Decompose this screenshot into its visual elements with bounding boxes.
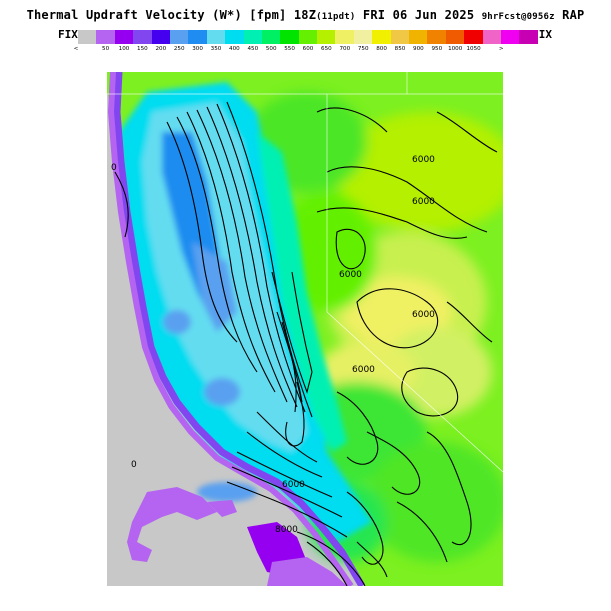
color-swatch (409, 30, 428, 44)
color-swatch (372, 30, 391, 44)
color-swatch (280, 30, 299, 44)
color-scale-bar (78, 30, 538, 44)
scale-tick-label: 200 (155, 46, 167, 52)
color-swatch (78, 30, 97, 44)
scale-tick-label: > (498, 46, 504, 52)
contour-label: 6000 (282, 480, 305, 490)
scale-tick-label: 1000 (448, 46, 463, 52)
scale-tick-label: 100 (118, 46, 130, 52)
color-swatch (427, 30, 446, 44)
fix-label-left: FIX (58, 28, 78, 41)
color-swatch (335, 30, 354, 44)
scale-tick-label: 900 (413, 46, 424, 52)
contour-label: 0 (111, 163, 117, 173)
scale-tick-label: 350 (210, 46, 222, 52)
color-swatch (151, 30, 170, 44)
color-swatch (519, 30, 538, 44)
color-swatch (133, 30, 152, 44)
height-contours (114, 101, 498, 586)
contour-label: 6000 (352, 365, 375, 375)
title-model: RAP (554, 8, 585, 22)
color-swatch (317, 30, 336, 44)
scale-tick-label: 50 (102, 46, 110, 52)
contour-label: 8000 (275, 525, 298, 535)
scale-tick-label: 700 (339, 46, 351, 52)
contour-label: 6000 (412, 155, 435, 165)
political-boundaries (107, 72, 503, 473)
scale-tick-label: 950 (431, 46, 443, 52)
contour-label: 6000 (339, 270, 362, 280)
scale-tick-label: 600 (302, 46, 314, 52)
scale-tick-label: 150 (137, 46, 148, 52)
scale-tick-label: 650 (321, 46, 332, 52)
color-swatch (445, 30, 465, 44)
color-swatch (500, 30, 520, 44)
scale-tick-label: 550 (284, 46, 295, 52)
color-swatch (206, 30, 226, 44)
scale-tick-label: 750 (357, 46, 369, 52)
contour-labels: 0 0 6000 6000 6000 6000 6000 6000 8000 (111, 155, 435, 535)
contour-label: 0 (131, 460, 137, 470)
title-date: FRI 06 Jun 2025 (355, 8, 482, 22)
title-local-time: (11pdt) (316, 12, 356, 22)
coastal-shading (119, 82, 372, 542)
title-main: Thermal Updraft Velocity (W*) [fpm] 18Z (26, 8, 317, 22)
color-swatch (390, 30, 410, 44)
color-swatch (482, 30, 501, 44)
color-swatch (298, 30, 318, 44)
thermal-velocity-map: 0 0 6000 6000 6000 6000 6000 6000 8000 (107, 72, 503, 586)
contour-label: 6000 (412, 310, 435, 320)
scale-tick-label: 1050 (466, 46, 481, 52)
color-swatch (353, 30, 373, 44)
scale-tick-label: < (73, 46, 79, 52)
channel-islands (127, 487, 347, 586)
color-swatch (188, 30, 207, 44)
scale-tick-label: 800 (376, 46, 387, 52)
color-swatch (169, 30, 189, 44)
scale-tick-label: 850 (394, 46, 406, 52)
color-swatch (261, 30, 281, 44)
scale-tick-label: 450 (247, 46, 259, 52)
scale-tick-label: 250 (173, 46, 185, 52)
scale-tick-label: 400 (229, 46, 240, 52)
contour-label: 6000 (412, 197, 435, 207)
color-swatch (96, 30, 115, 44)
color-swatch (225, 30, 244, 44)
color-swatch (464, 30, 483, 44)
scale-tick-label: 500 (265, 46, 277, 52)
color-swatch (114, 30, 134, 44)
scale-tick-label: 300 (192, 46, 203, 52)
color-swatch (243, 30, 262, 44)
title-forecast: 9hrFcst@0956z (481, 12, 555, 22)
field-shading (247, 92, 503, 562)
map-title: Thermal Updraft Velocity (W*) [fpm] 18Z(… (0, 8, 611, 22)
color-scale-ticks: <50 100 150 200 250 300 350 400 450 500 550 600 650 7… (70, 46, 540, 56)
